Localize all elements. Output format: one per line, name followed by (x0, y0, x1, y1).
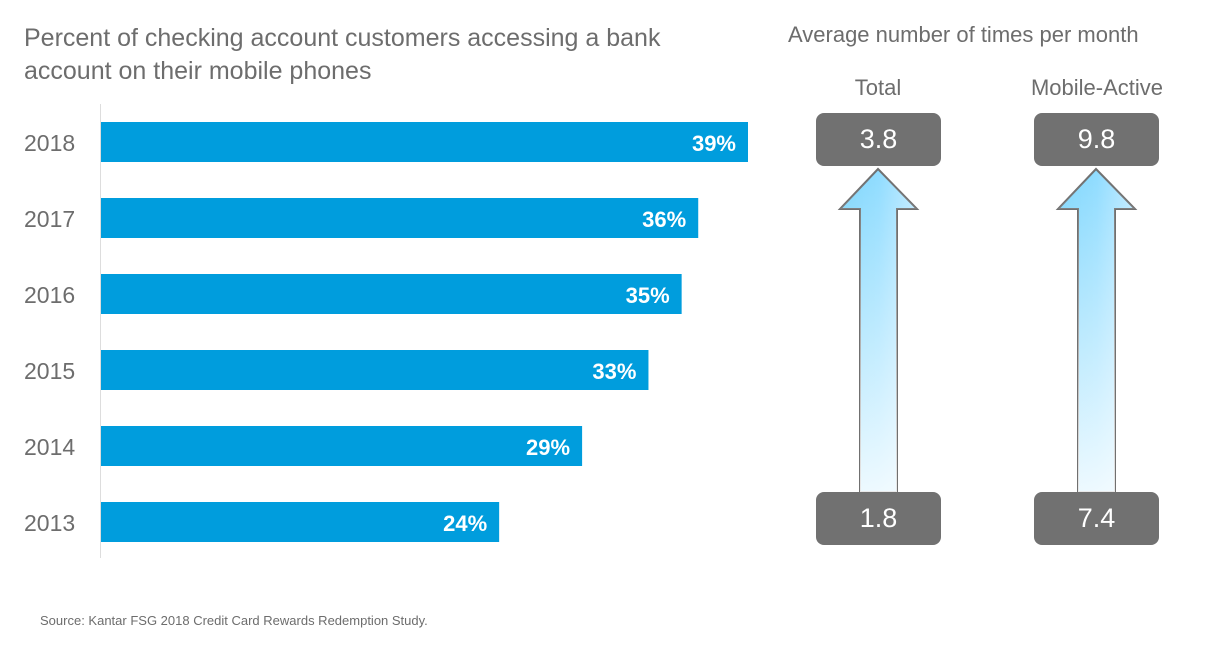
data-label: 33% (592, 359, 636, 384)
up-arrow-icon (1055, 167, 1138, 493)
total-from-value: 1.8 (816, 492, 941, 545)
data-label: 29% (526, 435, 570, 460)
data-label: 35% (626, 283, 670, 308)
bar-2013 (101, 502, 500, 542)
mobile-to-value: 9.8 (1034, 113, 1159, 166)
total-to-value: 3.8 (816, 113, 941, 166)
bar-2018 (101, 122, 748, 162)
y-axis-line (100, 104, 101, 558)
source-note: Source: Kantar FSG 2018 Credit Card Rewa… (40, 613, 428, 628)
category-label: 2014 (24, 434, 75, 460)
data-label: 24% (443, 511, 487, 536)
bar-2017 (101, 198, 699, 238)
category-label: 2013 (24, 510, 75, 536)
bar-2014 (101, 426, 583, 466)
bar-2015 (101, 350, 649, 390)
column-header-mobile-active: Mobile-Active (1030, 75, 1164, 100)
bar-chart: 2018 39% 2017 36% 2016 35% 2015 33% 2014 29% 2013 2… (24, 122, 748, 542)
category-label: 2016 (24, 282, 75, 308)
category-label: 2015 (24, 358, 75, 384)
data-label: 36% (642, 207, 686, 232)
bar-chart-title: Percent of checking account customers ac… (24, 24, 661, 85)
data-label: 39% (692, 131, 736, 156)
category-label: 2018 (24, 130, 75, 156)
mobile-from-value: 7.4 (1034, 492, 1159, 545)
right-panel-title: Average number of times per month (788, 22, 1139, 47)
category-label: 2017 (24, 206, 75, 232)
bar-2016 (101, 274, 682, 314)
column-header-total: Total (854, 75, 902, 100)
up-arrow-icon (837, 167, 920, 493)
